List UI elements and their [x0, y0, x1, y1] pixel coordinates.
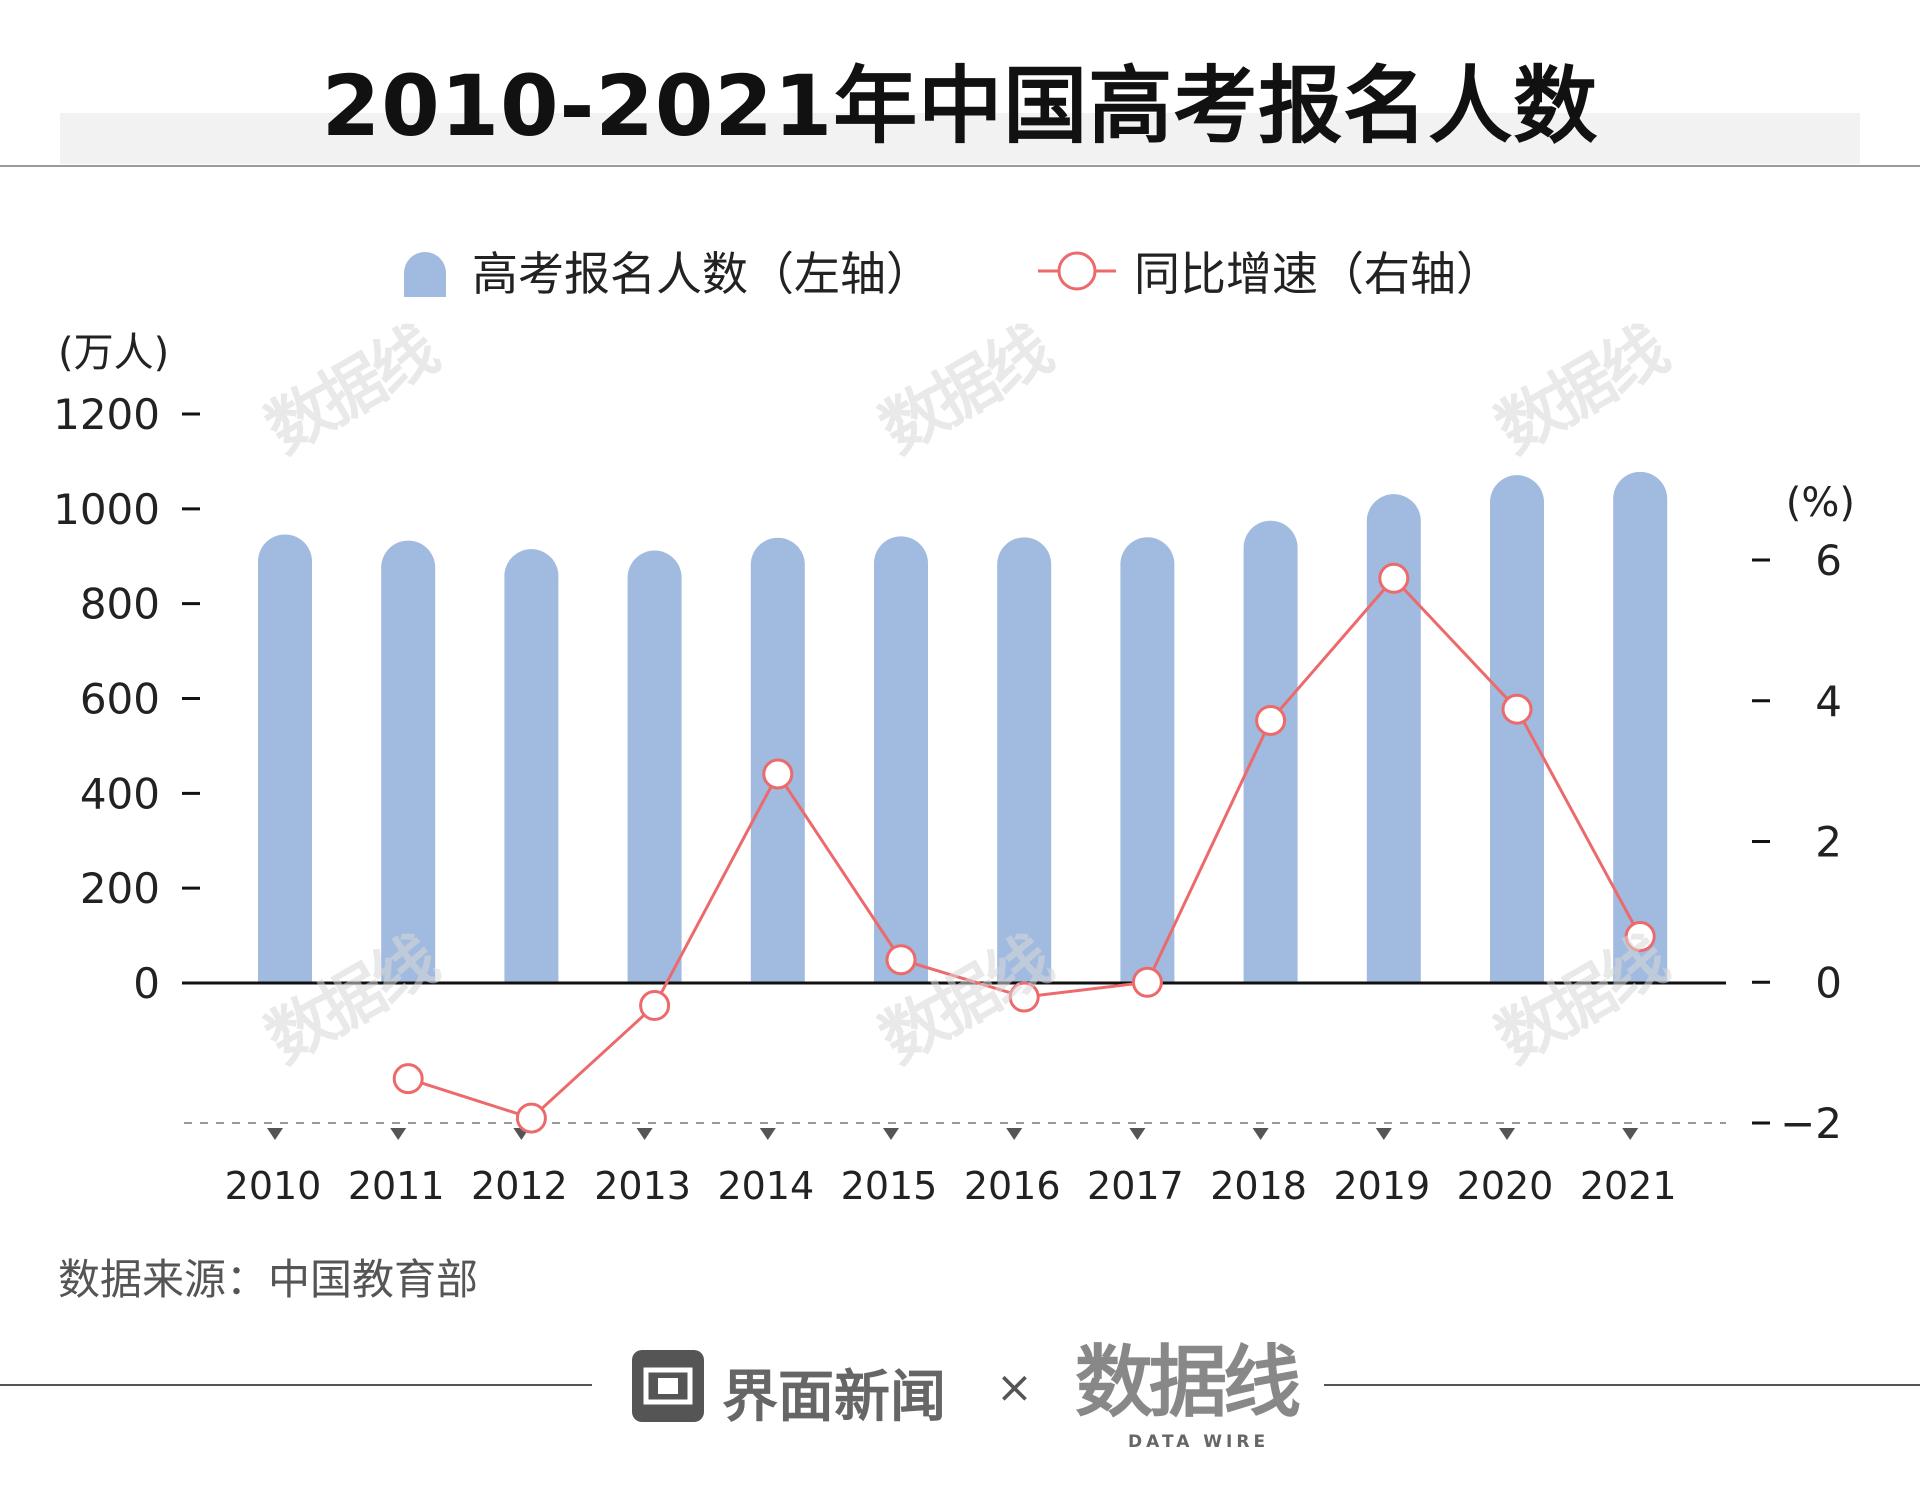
x-tick-label: 2015 — [841, 1164, 938, 1208]
chart-title: 2010-2021年中国高考报名人数 — [321, 57, 1599, 155]
chart-area: (万人) 0 200 400 600 800 1000 1200 (%) −2 0 2 4 6 2010 20… — [53, 330, 1855, 1208]
bar — [1613, 471, 1668, 983]
growth-point — [885, 944, 917, 976]
x-axis-marker — [1375, 1128, 1392, 1140]
left-axis-tick-label: 800 — [80, 580, 160, 629]
x-tick-label: 2018 — [1210, 1164, 1307, 1208]
growth-point — [1501, 693, 1533, 725]
brand-name: 界面新闻 — [722, 1365, 946, 1430]
x-tick-label: 2016 — [964, 1164, 1061, 1208]
x-axis-marker — [636, 1128, 653, 1140]
x-tick-label: 2019 — [1333, 1164, 1430, 1208]
bar — [1490, 475, 1544, 983]
growth-point — [1624, 921, 1656, 953]
partner-logo: 数据线 — [1075, 1338, 1301, 1428]
bar — [1366, 494, 1421, 983]
bar — [997, 537, 1052, 983]
bar — [381, 540, 436, 983]
x-axis-marker — [1499, 1128, 1515, 1140]
growth-point — [392, 1063, 424, 1095]
data-source: 数据来源：中国教育部 — [58, 1255, 479, 1304]
growth-point — [1131, 966, 1163, 998]
x-tick-label: 2014 — [717, 1164, 814, 1208]
legend-item-line: 同比增速（右轴） — [1038, 236, 1502, 306]
bar — [1243, 520, 1298, 983]
left-axis-tick-label: 0 — [133, 959, 160, 1008]
left-axis-tick-label: 1000 — [53, 485, 160, 534]
bar — [627, 550, 682, 983]
x-tick-label: 2012 — [471, 1164, 568, 1208]
growth-point — [1255, 704, 1287, 736]
right-axis-tick-label: 2 — [1815, 818, 1842, 867]
x-tick-label: 2013 — [594, 1164, 691, 1208]
brand-logo-icon — [632, 1350, 704, 1422]
legend-bar-label: 高考报名人数（左轴） — [472, 247, 932, 301]
x-tick-label: 2020 — [1457, 1164, 1554, 1208]
bar — [504, 549, 559, 983]
legend-item-bar: 高考报名人数（左轴） — [404, 236, 932, 306]
left-axis-tick-label: 600 — [80, 675, 160, 724]
legend-line-swatch — [1038, 251, 1116, 291]
partner-logo-subtitle: DATA WIRE — [1128, 1432, 1270, 1452]
growth-point — [639, 989, 671, 1021]
legend: 高考报名人数（左轴） 同比增速（右轴） — [0, 236, 1920, 306]
x-axis-marker — [267, 1128, 283, 1140]
left-axis-tick-label: 200 — [80, 864, 160, 913]
x-tick-label: 2017 — [1087, 1164, 1184, 1208]
growth-point — [762, 758, 794, 790]
x-tick-label: 2011 — [348, 1164, 445, 1208]
left-axis-label: (万人) — [58, 330, 169, 376]
x-axis-marker — [1622, 1128, 1639, 1140]
title-band — [60, 113, 1860, 164]
legend-line-label: 同比增速（右轴） — [1134, 247, 1502, 301]
x-axis-marker — [390, 1128, 407, 1140]
right-axis-tick-label: 4 — [1815, 677, 1842, 726]
x-axis-marker — [1006, 1128, 1023, 1140]
title-divider — [0, 165, 1920, 167]
left-axis-tick-label: 1200 — [53, 390, 160, 439]
legend-bar-swatch — [404, 251, 446, 297]
x-axis-marker — [883, 1128, 899, 1140]
left-axis-tick-label: 400 — [80, 769, 160, 818]
growth-point — [1008, 981, 1040, 1013]
bar — [1120, 537, 1175, 983]
bar — [874, 536, 928, 983]
x-tick-label: 2021 — [1580, 1164, 1677, 1208]
right-axis-tick-label: 0 — [1815, 958, 1842, 1007]
growth-point — [1378, 562, 1410, 594]
x-axis-marker — [759, 1128, 776, 1140]
right-axis-tick-label: 6 — [1815, 536, 1842, 585]
x-tick-label: 2010 — [225, 1164, 322, 1208]
right-axis-tick-label: −2 — [1780, 1099, 1842, 1148]
right-axis-label: (%) — [1786, 480, 1855, 526]
footer-divider-left — [0, 1384, 592, 1386]
x-axis-marker — [1252, 1128, 1269, 1140]
bar — [258, 534, 312, 983]
growth-point — [515, 1102, 547, 1134]
footer-divider-right — [1324, 1384, 1920, 1386]
x-axis-marker — [1129, 1128, 1146, 1140]
times-symbol: × — [996, 1362, 1033, 1413]
